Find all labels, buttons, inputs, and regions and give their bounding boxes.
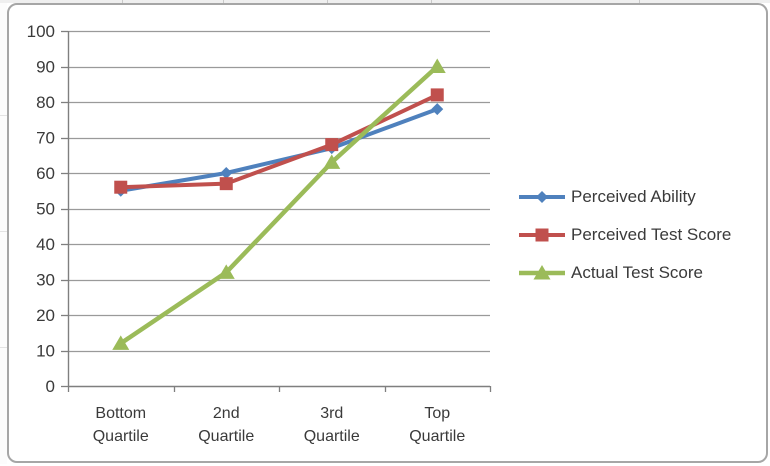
y-axis-label: 40 [36,235,55,254]
y-axis-label: 90 [36,58,55,77]
legend-marker-triangle-icon [519,265,565,280]
data-point-marker-triangle[interactable] [428,58,446,74]
x-axis-label: Quartile [409,428,465,445]
spreadsheet-row-line [0,115,7,116]
y-axis-label: 80 [36,93,55,112]
data-point-marker-square[interactable] [219,177,233,191]
series-line-perceived-test-score[interactable] [120,93,439,190]
series-actual-test-score[interactable] [112,58,446,350]
chart-object[interactable]: 0 10 20 30 40 50 60 70 80 90 100 Bottom Quartile 2nd Q… [7,3,768,463]
x-axis-label: Quartile [304,428,360,445]
x-axis-label: Bottom [95,405,146,422]
x-axis-label: Quartile [198,428,254,445]
spreadsheet-column-line [639,0,640,3]
data-point-marker-triangle[interactable] [112,335,130,350]
spreadsheet-row-line [0,231,7,232]
data-point-marker-diamond[interactable] [220,167,233,179]
legend-triangle-icon [533,265,551,280]
spreadsheet-column-line [431,0,432,3]
spreadsheet-row-line [0,347,7,348]
data-point-marker-triangle[interactable] [323,154,341,169]
y-axis-label: 10 [36,342,55,361]
data-point-marker-diamond[interactable] [431,103,444,116]
legend-diamond-icon [536,191,548,203]
legend-marker-diamond-icon [519,191,565,203]
data-point-marker-triangle[interactable] [217,264,235,279]
legend-label: Perceived Ability [571,187,696,206]
x-axis-label: 2nd [213,405,240,422]
x-axis-label: Quartile [93,428,149,445]
data-point-marker-square[interactable] [325,138,339,152]
spreadsheet-column-line [327,0,328,3]
spreadsheet-top-edge [0,0,770,3]
data-point-marker-square[interactable] [114,180,128,194]
legend-item-perceived-test-score[interactable]: Perceived Test Score [518,216,731,254]
y-axis-label: 20 [36,306,55,325]
data-point-marker-square[interactable] [430,88,444,102]
legend-label: Perceived Test Score [571,225,732,244]
chart-legend: Perceived Ability Perceived Test Score A… [518,178,731,292]
legend-item-perceived-ability[interactable]: Perceived Ability [518,178,731,216]
y-axis-label: 60 [36,164,55,183]
x-axis-label: 3rd [320,405,343,422]
y-axis-label: 70 [36,129,55,148]
series-line-actual-test-score[interactable] [119,64,439,346]
spreadsheet-left-edge [0,0,7,464]
legend-label: Actual Test Score [571,263,703,282]
spreadsheet-column-line [223,0,224,3]
y-axis-label: 30 [36,271,55,290]
x-axis-label: Top [424,405,450,422]
y-axis-label: 50 [36,200,55,219]
legend-item-actual-test-score[interactable]: Actual Test Score [518,254,731,292]
legend-square-icon [535,228,549,242]
legend-marker-square-icon [519,228,565,242]
spreadsheet-column-line [122,0,123,3]
y-axis-label: 0 [46,377,55,396]
series-perceived-test-score[interactable] [114,88,444,194]
series-line-perceived-ability[interactable] [120,107,438,193]
y-axis-label: 100 [27,22,55,41]
plot-area: 0 10 20 30 40 50 60 70 80 90 100 Bottom Quartile 2nd Q… [27,22,492,445]
